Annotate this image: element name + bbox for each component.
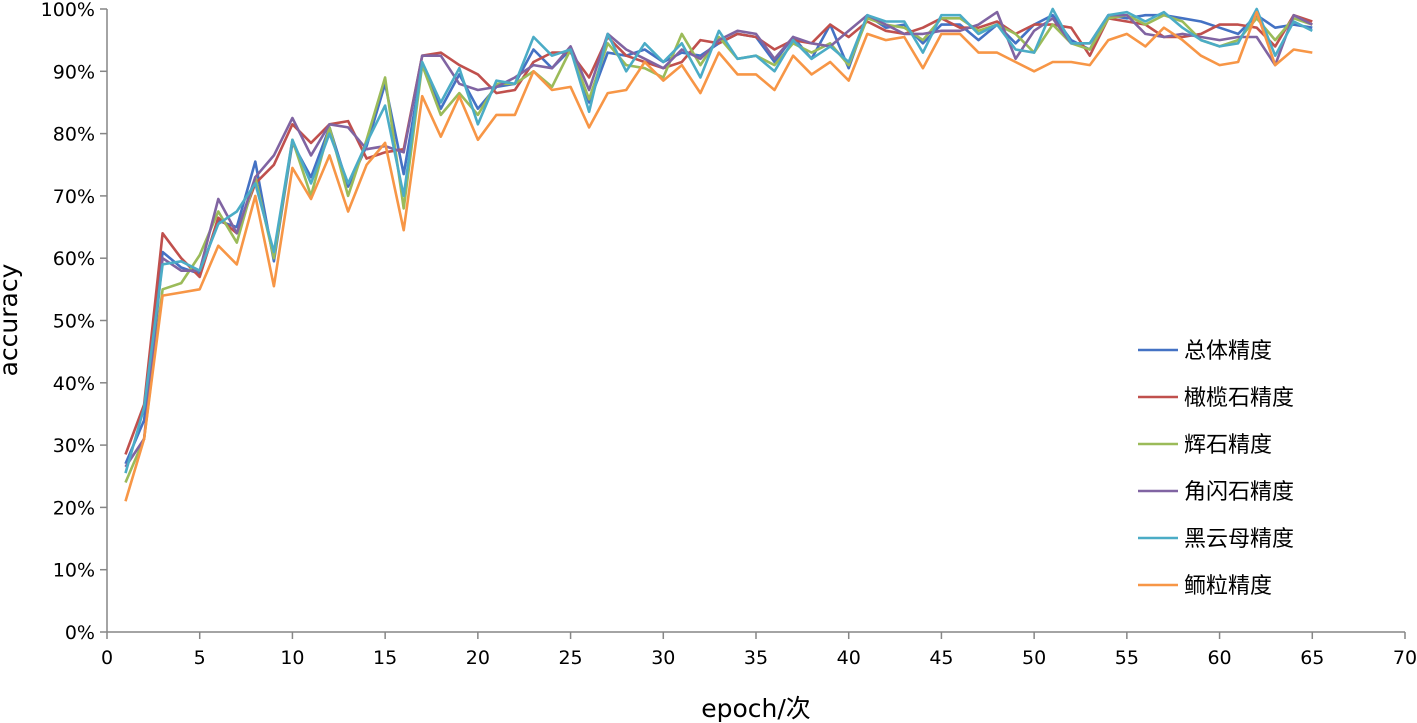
x-tick-label: 45 [929,647,953,669]
series-line-6 [124,10,1313,502]
x-axis-title: epoch/次 [701,694,811,723]
y-axis-title: accuracy [0,263,23,376]
series-line-5 [124,7,1313,474]
x-tick-label: 10 [280,647,304,669]
series-line-2 [124,13,1313,455]
x-tick-label: 60 [1207,647,1231,669]
y-tick-label: 30% [53,435,95,457]
x-tick-label: 40 [837,647,861,669]
x-tick-label: 70 [1393,647,1417,669]
legend-label: 总体精度 [1184,339,1272,364]
x-tick-label: 35 [744,647,768,669]
y-tick-label: 50% [53,311,95,333]
x-tick-label: 20 [466,647,490,669]
y-tick-label: 100% [41,0,95,21]
x-tick-label: 15 [373,647,397,669]
y-tick-label: 10% [53,560,95,582]
legend-label: 鲕粒精度 [1184,574,1272,599]
y-tick-label: 0% [65,622,95,644]
y-axis-ticks: 0% 10% 20% 30% 40% 50% 60% 70% 80% 90% 100% [41,0,107,644]
legend-label: 辉石精度 [1184,433,1272,458]
y-tick-label: 60% [53,248,95,270]
x-axis-ticks: 0 5 10 15 20 25 30 35 40 45 50 55 60 65 70 [101,632,1417,669]
y-tick-label: 40% [53,373,95,395]
x-tick-label: 25 [558,647,582,669]
x-tick-label: 5 [194,647,206,669]
x-tick-label: 50 [1022,647,1046,669]
x-tick-label: 30 [651,647,675,669]
y-tick-label: 90% [53,61,95,83]
x-tick-label: 55 [1115,647,1139,669]
x-tick-label: 0 [101,647,113,669]
series-line-1 [124,13,1313,465]
y-tick-label: 80% [53,124,95,146]
y-tick-label: 70% [53,186,95,208]
legend-label: 角闪石精度 [1184,480,1294,505]
x-tick-label: 65 [1300,647,1324,669]
series-lines [124,7,1313,502]
y-tick-label: 20% [53,497,95,519]
legend-label: 黑云母精度 [1184,527,1294,552]
series-line-4 [124,10,1313,468]
legend-label: 橄榄石精度 [1184,386,1294,411]
series-line-3 [124,13,1313,484]
